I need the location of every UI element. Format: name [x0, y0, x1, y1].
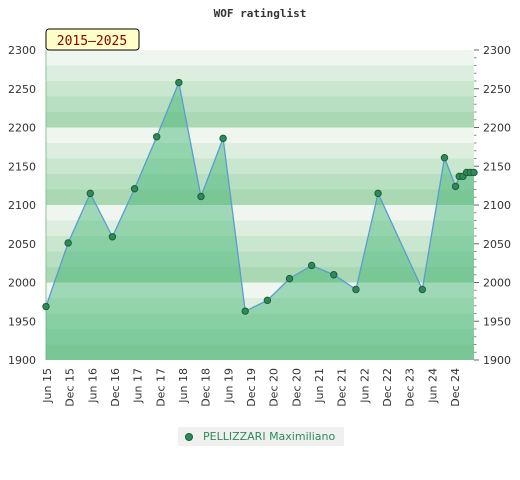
x-tick-label: Dec 24: [449, 368, 462, 407]
series-area: [46, 82, 474, 361]
background-band: [46, 313, 474, 329]
x-tick-label: Dec 18: [200, 368, 213, 407]
period-badge: 2015–2025: [45, 28, 140, 51]
x-tick-label: Jun 22: [358, 368, 371, 404]
y-tick-label-left: 1950: [8, 315, 36, 328]
y-tick-label-right: 2050: [483, 238, 511, 251]
background-band: [46, 50, 474, 66]
x-tick-label: Dec 21: [336, 368, 349, 407]
background-band: [46, 158, 474, 174]
data-point: [374, 189, 382, 198]
y-tick-label-right: 2250: [483, 83, 511, 96]
period-badge-text: 2015–2025: [57, 34, 127, 49]
y-tick-label-right: 1950: [483, 315, 511, 328]
data-point: [470, 168, 478, 177]
y-tick-label-left: 2200: [8, 122, 36, 135]
background-band: [46, 251, 474, 267]
y-tick-label-right: 2100: [483, 199, 511, 212]
data-point: [285, 274, 294, 283]
y-tick-label-right: 2000: [483, 277, 511, 290]
background-band: [46, 282, 474, 298]
data-point: [263, 296, 272, 305]
x-tick-label: Dec 17: [154, 368, 167, 407]
background-band: [46, 65, 474, 81]
y-tick-label-left: 2000: [8, 277, 36, 290]
x-tick-label: Jun 24: [426, 368, 439, 404]
data-point: [219, 134, 227, 143]
y-tick-label-left: 2150: [8, 160, 36, 173]
y-axis-right: 1900 1950 2000 2050 2100 2150 2200 2250 2300: [474, 44, 511, 367]
x-tick-label: Dec 16: [109, 368, 122, 407]
data-point: [64, 239, 72, 247]
x-tick-label: Dec 15: [64, 368, 77, 407]
x-tick-label: Dec 23: [404, 368, 417, 407]
background-band: [46, 205, 474, 221]
background-band: [46, 344, 474, 360]
x-tick-label: Jun 18: [177, 368, 190, 404]
y-tick-label-right: 1900: [483, 354, 511, 367]
background-band: [46, 329, 474, 345]
y-tick-label-right: 2200: [483, 122, 511, 135]
data-point: [42, 302, 50, 311]
background-band: [46, 174, 474, 190]
data-point: [440, 154, 449, 162]
x-axis: Jun 15 Dec 15 Jun 16 Dec 16 Jun 17 Dec 17 Jun …: [41, 368, 462, 407]
background-band: [46, 143, 474, 159]
chart-title: WOF ratinglist: [214, 7, 307, 20]
y-tick-label-right: 2150: [483, 160, 511, 173]
background-band: [46, 96, 474, 112]
background-band: [46, 189, 474, 205]
data-point: [152, 133, 161, 141]
x-tick-label: Jun 19: [222, 368, 235, 404]
background-band: [46, 220, 474, 236]
y-tick-label-left: 2100: [8, 199, 36, 212]
period-badge-box: [45, 28, 140, 51]
data-point: [418, 285, 427, 294]
data-point: [352, 285, 360, 294]
y-tick-label-right: 2300: [483, 44, 511, 57]
data-point: [130, 185, 139, 193]
background-band: [46, 267, 474, 283]
legend: PELLIZZARI Maximiliano: [178, 427, 344, 446]
x-tick-label: Jun 16: [86, 368, 99, 404]
legend-label: PELLIZZARI Maximiliano: [203, 430, 336, 443]
y-tick-label-left: 2250: [8, 83, 36, 96]
x-tick-label: Dec 20: [268, 368, 281, 407]
data-point: [86, 189, 94, 198]
background-band: [46, 81, 474, 97]
data-point: [108, 233, 117, 241]
y-axis-left: 1900 1950 2000 2050 2100 2150 2200 2250 2300: [8, 44, 36, 367]
x-tick-label: Jun 17: [132, 368, 145, 404]
background-band: [46, 298, 474, 314]
data-point: [241, 307, 249, 315]
x-tick-label: Dec 22: [381, 368, 394, 407]
y-tick-label-left: 1900: [8, 354, 36, 367]
data-point: [197, 192, 205, 201]
data-point: [330, 271, 338, 279]
data-point: [307, 261, 316, 270]
data-point: [175, 78, 183, 87]
x-tick-label: Dec 19: [245, 368, 258, 407]
y-tick-label-left: 2050: [8, 238, 36, 251]
data-point: [451, 182, 460, 191]
x-tick-label: Jun 21: [313, 368, 326, 404]
y-tick-label-left: 2300: [8, 44, 36, 57]
x-tick-label: Jun 15: [41, 368, 54, 404]
background-band: [46, 112, 474, 128]
series-layer: [42, 78, 478, 361]
x-tick-label: Dec 20: [290, 368, 303, 407]
legend-marker: [185, 432, 193, 441]
background-band: [46, 127, 474, 143]
